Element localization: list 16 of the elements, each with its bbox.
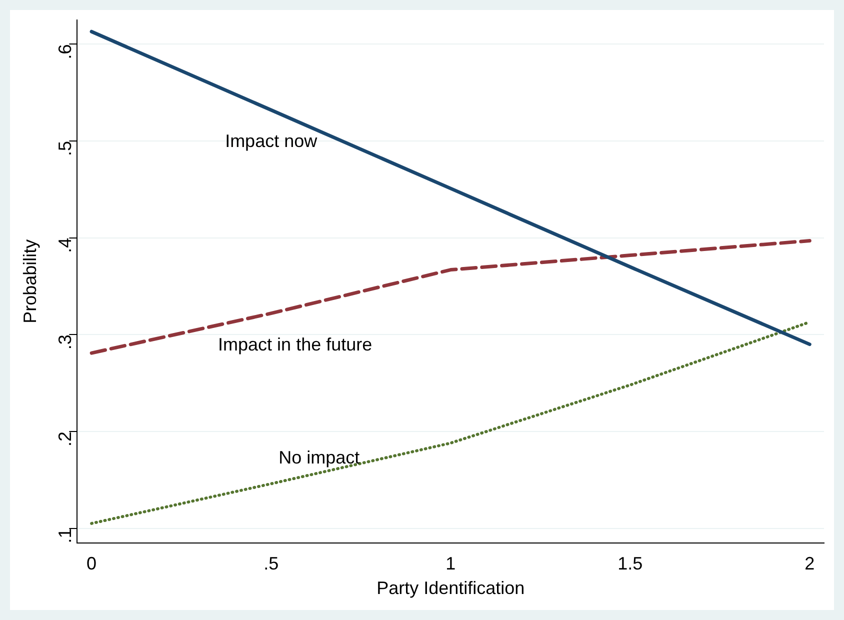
x-axis-title: Party Identification (376, 578, 525, 598)
series-label: No impact (278, 448, 360, 468)
y-tick-label: .6 (55, 44, 76, 60)
y-tick-label: .3 (55, 334, 76, 350)
y-axis-title: Probability (20, 239, 40, 324)
y-tick-label: .2 (55, 431, 76, 446)
series-label: Impact in the future (218, 334, 372, 354)
series-label: Impact now (225, 131, 318, 152)
y-tick-label: .1 (55, 528, 76, 544)
y-tick-label: .5 (55, 141, 76, 156)
y-tick-label: .4 (55, 238, 76, 253)
x-tick-label: 2 (804, 554, 815, 574)
x-tick-label: .5 (264, 554, 279, 574)
x-tick-label: 1 (446, 554, 456, 574)
x-tick-label: 1.5 (618, 554, 643, 574)
x-tick-label: 0 (86, 554, 97, 574)
